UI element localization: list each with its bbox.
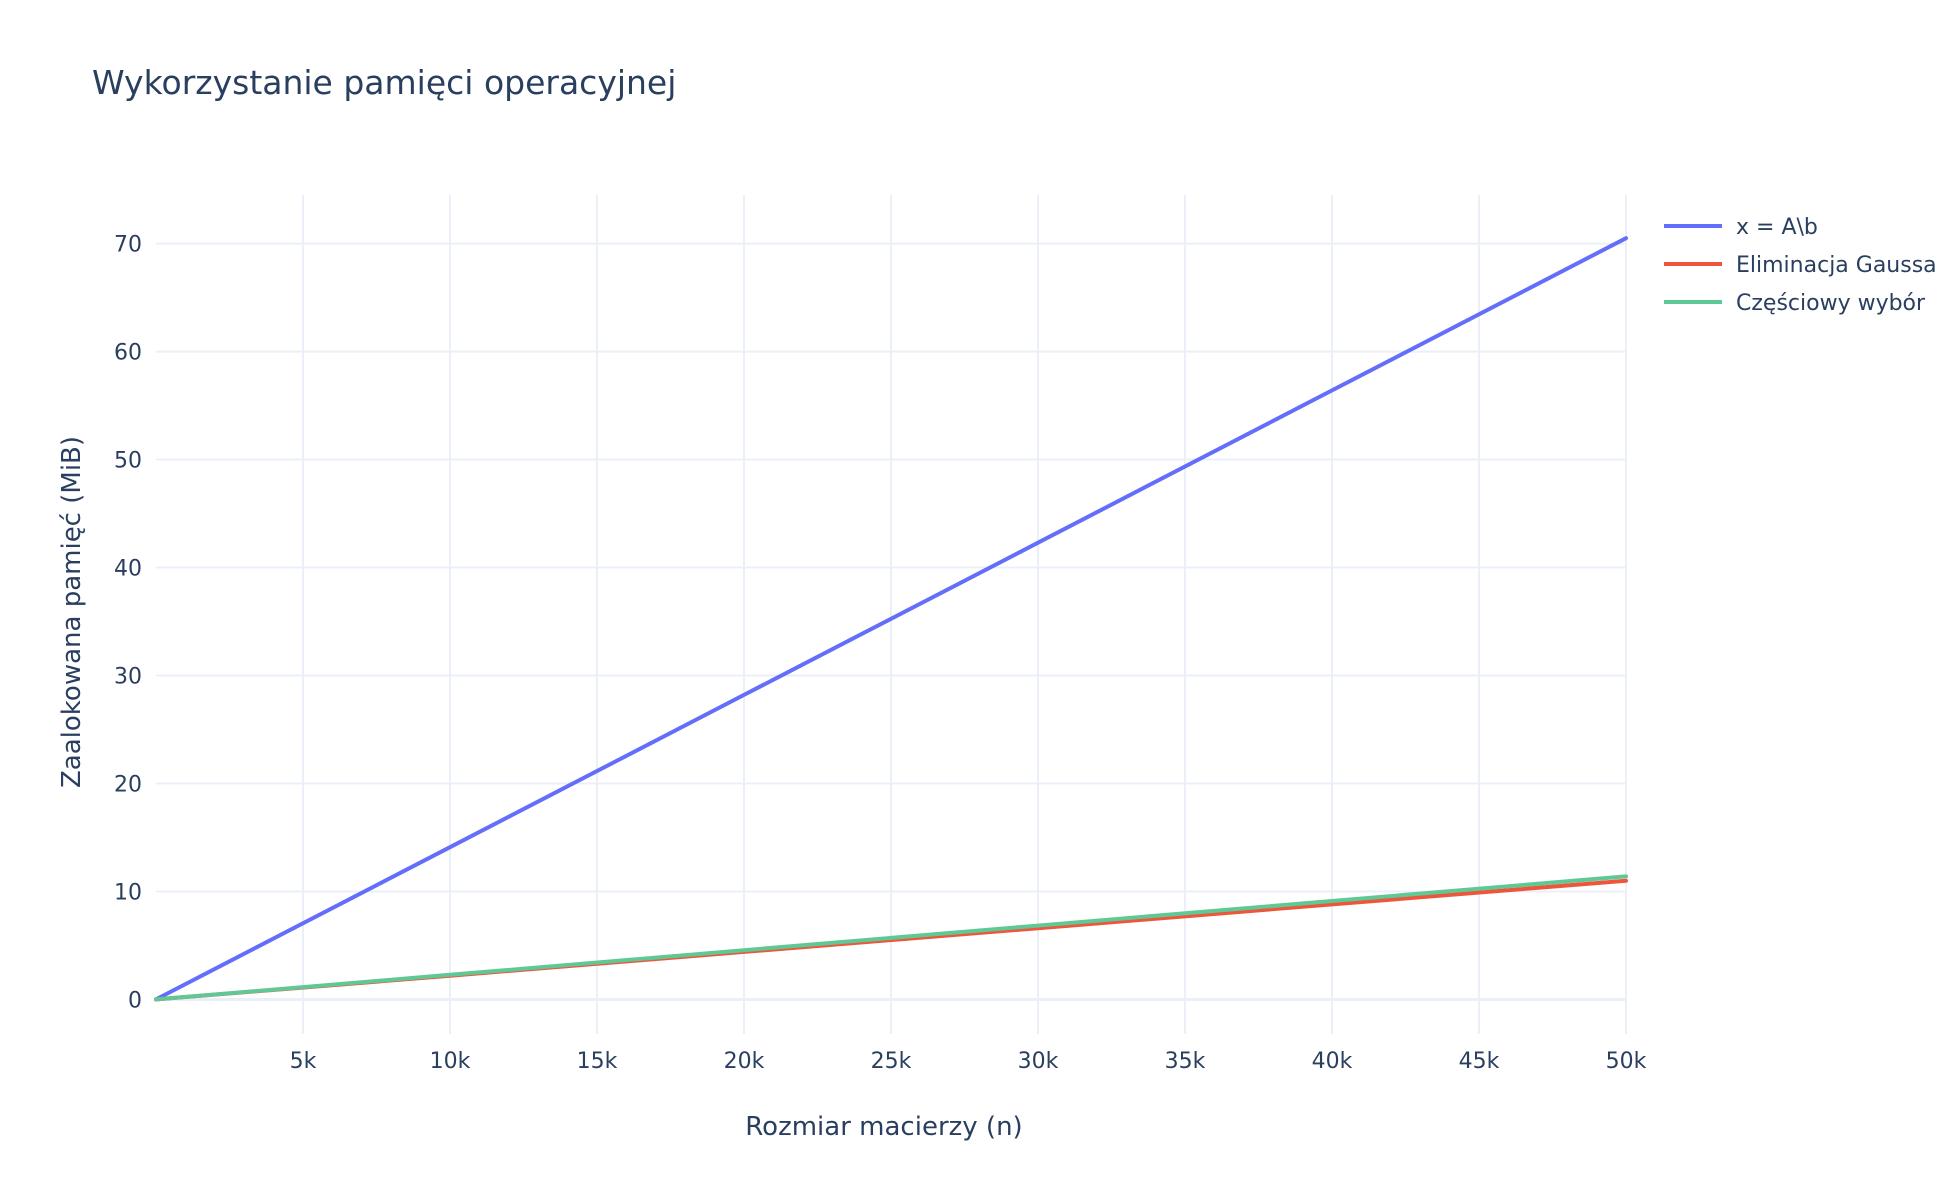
legend-item[interactable]: Częściowy wybór <box>1664 291 1926 316</box>
y-tick-label: 50 <box>114 449 142 474</box>
y-tick-label: 60 <box>114 341 142 366</box>
x-axis-title: Rozmiar macierzy (n) <box>745 1112 1022 1142</box>
y-axis-title: Zaalokowana pamięć (MiB) <box>57 436 87 788</box>
legend-label: Częściowy wybór <box>1736 291 1926 316</box>
x-tick-label: 40k <box>1312 1049 1353 1074</box>
x-tick-label: 50k <box>1606 1049 1647 1074</box>
x-tick-label: 35k <box>1165 1049 1206 1074</box>
y-tick-label: 0 <box>128 988 142 1013</box>
x-gridlines <box>302 195 1627 1034</box>
x-tick-label: 5k <box>290 1049 317 1074</box>
x-tick-label: 20k <box>724 1049 765 1074</box>
legend-label: Eliminacja Gaussa <box>1736 253 1937 278</box>
x-tick-label: 30k <box>1018 1049 1059 1074</box>
chart-title: Wykorzystanie pamięci operacyjnej <box>92 63 676 102</box>
x-tick-label: 45k <box>1459 1049 1500 1074</box>
legend-label: x = A\b <box>1736 215 1818 240</box>
series-lines <box>154 236 1628 1002</box>
legend-item[interactable]: x = A\b <box>1664 215 1818 240</box>
y-gridlines <box>156 242 1626 1001</box>
series-line-1 <box>154 236 1628 1002</box>
x-tick-labels: 5k 10k 15k 20k 25k 30k 35k 40k 45k 50k <box>290 1049 1647 1074</box>
x-tick-label: 15k <box>577 1049 618 1074</box>
legend: x = A\b Eliminacja Gaussa Częściowy wybór <box>1664 215 1937 316</box>
series-line-3 <box>154 874 1628 1002</box>
legend-item[interactable]: Eliminacja Gaussa <box>1664 253 1937 278</box>
y-tick-label: 30 <box>114 665 142 690</box>
x-tick-label: 10k <box>430 1049 471 1074</box>
y-tick-label: 20 <box>114 772 142 797</box>
y-tick-label: 10 <box>114 880 142 905</box>
y-tick-labels: 0 10 20 30 40 50 60 70 <box>114 233 142 1014</box>
y-tick-label: 40 <box>114 557 142 582</box>
x-tick-label: 25k <box>871 1049 912 1074</box>
y-tick-label: 70 <box>114 233 142 258</box>
